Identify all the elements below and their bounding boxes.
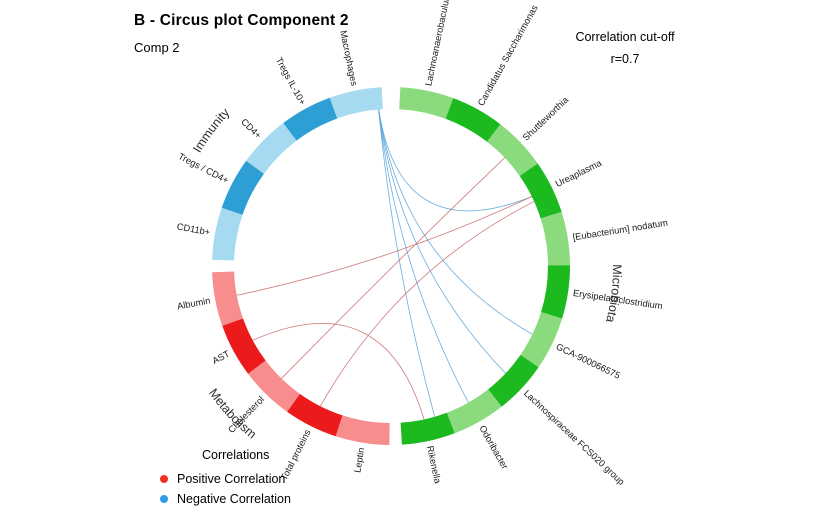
segment-arc — [246, 123, 297, 174]
segment-arc — [335, 415, 390, 445]
segment-arc — [283, 97, 338, 141]
correlation-cutoff-label: Correlation cut-off — [575, 30, 675, 44]
segment-label: Rikenella — [425, 445, 443, 485]
segment-arc — [488, 354, 539, 407]
segment-arc — [540, 211, 570, 266]
segment-arc — [248, 360, 300, 412]
group-label: Immunity — [190, 105, 233, 155]
segment-label: Albumin — [176, 295, 211, 311]
legend-item-label: Negative Correlation — [177, 492, 291, 506]
positive-correlation-dot-icon — [160, 475, 168, 483]
chord-link-negative — [378, 109, 532, 212]
segment-label: [Eubacterium] nodatum — [572, 218, 669, 243]
segment-arc — [400, 412, 455, 445]
chord-link-negative — [378, 109, 533, 335]
segment-label: Leptin — [352, 447, 366, 474]
segment-arc — [541, 265, 570, 319]
segment-label: Ureaplasma — [554, 158, 604, 190]
legend-title: Correlations — [202, 448, 270, 462]
segment-label: Shuttleworthia — [521, 94, 571, 142]
segment-label: Lachnoanaerobaculum — [423, 0, 452, 87]
segment-arc — [212, 271, 244, 326]
segment-arc — [487, 124, 538, 177]
legend-item-label: Positive Correlation — [177, 472, 286, 486]
segment-label: Candidatus Saccharimonas — [476, 3, 540, 108]
segment-arc — [212, 207, 243, 261]
correlation-legend: Correlations Positive Correlation Negati… — [160, 448, 291, 509]
chord-link-positive — [236, 196, 532, 296]
segment-arc — [329, 87, 383, 119]
segment-label: CD4+ — [239, 117, 263, 141]
segment-label: Odoribacter — [477, 424, 510, 471]
legend-item-positive: Positive Correlation — [160, 469, 291, 489]
correlation-cutoff-value: r=0.7 — [610, 52, 640, 66]
chord-link-negative — [378, 109, 436, 417]
chord-link-negative — [378, 109, 469, 403]
segment-arc — [221, 160, 264, 215]
component-subtitle: Comp 2 — [134, 40, 180, 55]
segment-arc — [222, 318, 266, 374]
segment-arc — [287, 393, 343, 437]
segment-arc — [445, 98, 501, 142]
segment-label: Tregs / CD4+ — [177, 151, 231, 185]
segment-arc — [520, 312, 563, 368]
segment-label: Lachnospiraceae FCS020 group — [522, 388, 627, 487]
segment-arc — [519, 163, 562, 219]
chord-link-positive — [281, 157, 505, 379]
segment-label: CD11b+ — [176, 221, 211, 237]
chord-link-positive — [252, 323, 425, 420]
segment-label: Tregs IL-10+ — [274, 56, 308, 107]
segment-label: Macrophages — [338, 29, 359, 87]
negative-correlation-dot-icon — [160, 495, 168, 503]
segment-label: AST — [211, 349, 232, 367]
legend-item-negative: Negative Correlation — [160, 489, 291, 509]
chord-link-negative — [378, 109, 506, 374]
segment-label: GCA-900066575 — [555, 342, 622, 381]
page-title: B - Circus plot Component 2 — [134, 12, 349, 29]
segment-arc — [399, 87, 454, 119]
chord-link-positive — [319, 201, 535, 407]
segment-arc — [446, 389, 502, 434]
